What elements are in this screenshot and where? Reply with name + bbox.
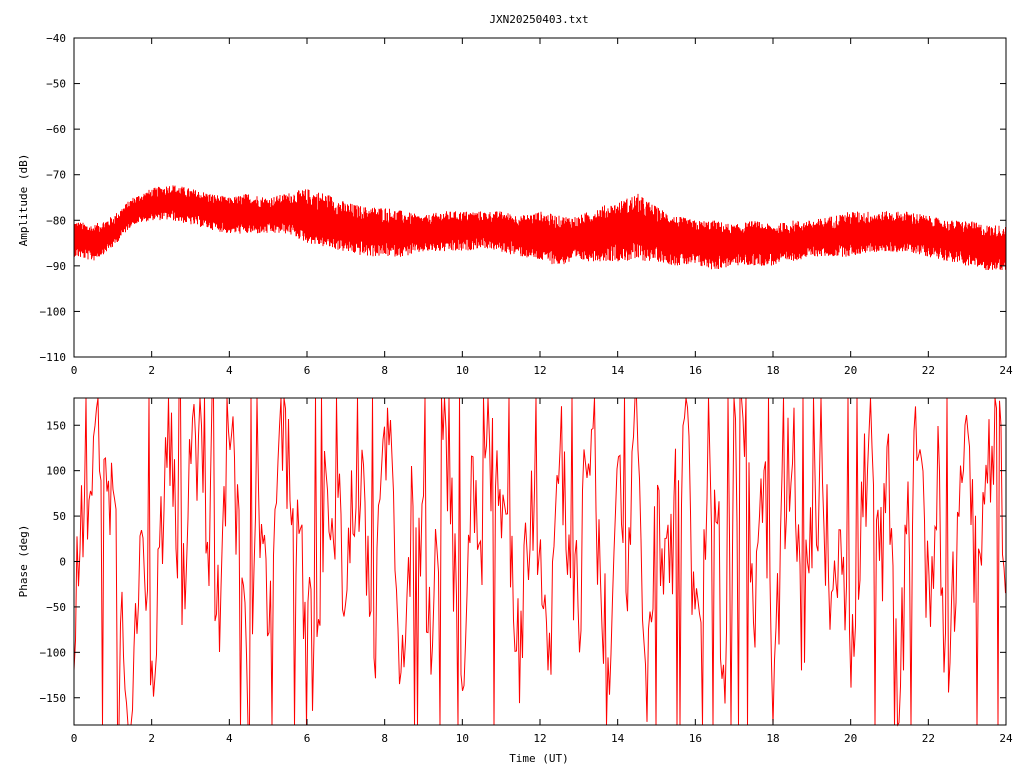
phase-xtick-label: 20	[844, 732, 857, 745]
phase-x-axis-label: Time (UT)	[509, 752, 569, 765]
phase-xtick-label: 8	[381, 732, 388, 745]
amplitude-xtick-label: 12	[533, 364, 546, 377]
phase-xtick-label: 12	[533, 732, 546, 745]
chart-title: JXN20250403.txt	[489, 13, 588, 26]
phase-xtick-label: 18	[766, 732, 779, 745]
amplitude-xtick-label: 4	[226, 364, 233, 377]
phase-xtick-label: 10	[456, 732, 469, 745]
amplitude-xtick-label: 14	[611, 364, 625, 377]
amplitude-axes-frame	[73, 37, 1007, 358]
phase-xtick-label: 0	[71, 732, 78, 745]
amplitude-ytick-label: −60	[46, 123, 66, 136]
phase-plot-area	[73, 397, 1006, 727]
amplitude-xtick-label: 6	[304, 364, 311, 377]
amplitude-xtick-label: 8	[381, 364, 388, 377]
phase-ytick-label: −50	[46, 601, 66, 614]
phase-ytick-label: −150	[40, 692, 67, 705]
phase-ytick-label: 0	[59, 556, 66, 569]
amplitude-xtick-label: 24	[999, 364, 1013, 377]
phase-xtick-label: 2	[148, 732, 155, 745]
phase-series-line	[73, 397, 1006, 727]
phase-y-axis-label: Phase (deg)	[17, 525, 30, 598]
amplitude-ytick-label: −100	[40, 305, 67, 318]
phase-ytick-label: −100	[40, 646, 67, 659]
amplitude-xtick-label: 0	[71, 364, 78, 377]
amplitude-ytick-label: −90	[46, 260, 66, 273]
amplitude-series-line	[73, 185, 1007, 270]
phase-ytick-label: 150	[46, 419, 66, 432]
phase-xtick-label: 22	[922, 732, 935, 745]
amplitude-xtick-label: 10	[456, 364, 469, 377]
phase-xtick-label: 6	[304, 732, 311, 745]
phase-xtick-label: 16	[689, 732, 702, 745]
phase-xtick-label: 14	[611, 732, 625, 745]
amplitude-xtick-label: 22	[922, 364, 935, 377]
amplitude-ytick-label: −80	[46, 214, 66, 227]
amplitude-xtick-label: 18	[766, 364, 779, 377]
phase-xtick-label: 4	[226, 732, 233, 745]
amplitude-xtick-label: 20	[844, 364, 857, 377]
amplitude-ytick-label: −70	[46, 169, 66, 182]
amplitude-ytick-label: −40	[46, 32, 66, 45]
amplitude-plot-area	[73, 185, 1007, 270]
amplitude-y-axis-label: Amplitude (dB)	[17, 154, 30, 247]
amplitude-ytick-label: −50	[46, 78, 66, 91]
amplitude-xtick-label: 16	[689, 364, 702, 377]
amplitude-ytick-label: −110	[40, 351, 67, 364]
phase-ytick-label: 50	[53, 510, 66, 523]
phase-xtick-label: 24	[999, 732, 1013, 745]
phase-ytick-label: 100	[46, 465, 66, 478]
amplitude-xtick-label: 2	[148, 364, 155, 377]
